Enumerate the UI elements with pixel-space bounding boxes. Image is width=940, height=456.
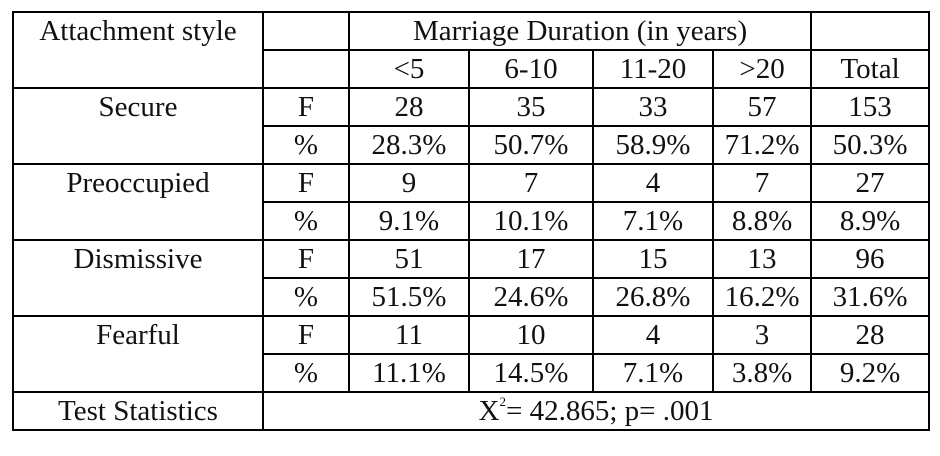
percent-cell: 51.5% [348, 277, 470, 317]
header-cell: Marriage Duration (in years) [347, 11, 813, 51]
frequency-cell: 3 [711, 315, 813, 355]
measure-label: F [262, 239, 350, 279]
percent-cell: 9.1% [348, 201, 470, 241]
percent-cell: 24.6% [468, 277, 594, 317]
column-header: Total [810, 49, 931, 89]
frequency-cell: 9 [348, 163, 470, 203]
table-body: Attachment style Marriage Duration (in ye… [12, 11, 931, 431]
table-row: % 28.3% 50.7% 58.9% 71.2% 50.3% [13, 125, 931, 165]
percent-cell: 71.2% [711, 125, 813, 165]
column-header: <5 [348, 49, 470, 89]
statistic-result: = 42.865; p= .001 [505, 395, 714, 427]
table-row: Preoccupied F 9 7 4 7 27 [12, 163, 931, 241]
table-row: Fearful F 11 10 4 3 28 [12, 315, 931, 393]
frequency-cell: 7 [711, 163, 813, 203]
frequency-cell: 17 [468, 239, 594, 279]
frequency-cell: 4 [592, 163, 714, 203]
percent-cell: 16.2% [711, 277, 813, 317]
percent-cell: 11.1% [348, 353, 470, 393]
row-label: Test Statistics [12, 391, 264, 431]
column-header: 11-20 [592, 49, 714, 89]
frequency-cell: 13 [711, 239, 813, 279]
frequency-cell: 7 [468, 163, 594, 203]
frequency-cell: 15 [592, 239, 714, 279]
frequency-cell: 96 [810, 239, 931, 279]
percent-cell: 31.6% [810, 277, 931, 317]
percent-cell: 10.1% [468, 201, 594, 241]
column-header: 6-10 [468, 49, 594, 89]
percent-cell: 3.8% [711, 353, 813, 393]
percent-cell: 50.7% [468, 125, 594, 165]
table-row: Secure F 28 35 33 57 153 [12, 87, 931, 165]
measure-label: F [262, 163, 350, 203]
row-label: Fearful [12, 315, 264, 393]
percent-cell: 26.8% [592, 277, 714, 317]
measure-label: % [262, 201, 350, 241]
table-row: Attachment style Marriage Duration (in ye… [12, 11, 931, 89]
frequency-cell: 28 [348, 87, 470, 127]
frequency-cell: 57 [711, 87, 813, 127]
percent-cell: 28.3% [348, 125, 470, 165]
row-label: Secure [12, 87, 264, 165]
frequency-cell: 51 [348, 239, 470, 279]
statistic-superscript: 2 [499, 394, 506, 409]
frequency-cell: 33 [592, 87, 714, 127]
table-row: Test Statistics X2= 42.865; p= .001 [12, 391, 931, 431]
row-label: Dismissive [12, 239, 264, 317]
percent-cell: 8.9% [810, 201, 931, 241]
column-header: >20 [711, 49, 813, 89]
frequency-cell: 35 [468, 87, 594, 127]
percent-cell: 7.1% [592, 201, 714, 241]
row-label: Preoccupied [12, 163, 264, 241]
percent-cell: 50.3% [810, 125, 931, 165]
percent-cell: 7.1% [592, 353, 714, 393]
measure-label: % [262, 125, 350, 165]
empty-cell [810, 11, 931, 51]
measure-label: F [262, 315, 350, 355]
frequency-cell: 153 [810, 87, 931, 127]
measure-label: % [262, 277, 350, 317]
percent-cell: 8.8% [711, 201, 813, 241]
table-row: <5 6-10 11-20 >20 Total [13, 49, 931, 89]
empty-cell [262, 11, 350, 51]
frequency-cell: 4 [592, 315, 714, 355]
measure-label: F [262, 87, 350, 127]
table-row: Dismissive F 51 17 15 13 96 [12, 239, 931, 317]
frequency-cell: 10 [468, 315, 594, 355]
table-row: % 9.1% 10.1% 7.1% 8.8% 8.9% [13, 201, 931, 241]
percent-cell: 9.2% [810, 353, 931, 393]
table-row: % 11.1% 14.5% 7.1% 3.8% 9.2% [13, 353, 931, 393]
percent-cell: 58.9% [592, 125, 714, 165]
frequency-cell: 11 [348, 315, 470, 355]
results-table: Attachment style Marriage Duration (in ye… [12, 11, 931, 431]
percent-cell: 14.5% [468, 353, 594, 393]
frequency-cell: 27 [810, 163, 931, 203]
measure-label: % [262, 353, 350, 393]
table-row: % 51.5% 24.6% 26.8% 16.2% 31.6% [13, 277, 931, 317]
statistic-symbol: X [478, 395, 500, 427]
header-cell: Attachment style [12, 11, 264, 89]
empty-cell [262, 49, 350, 89]
test-statistic: X2= 42.865; p= .001 [261, 391, 931, 431]
frequency-cell: 28 [810, 315, 931, 355]
